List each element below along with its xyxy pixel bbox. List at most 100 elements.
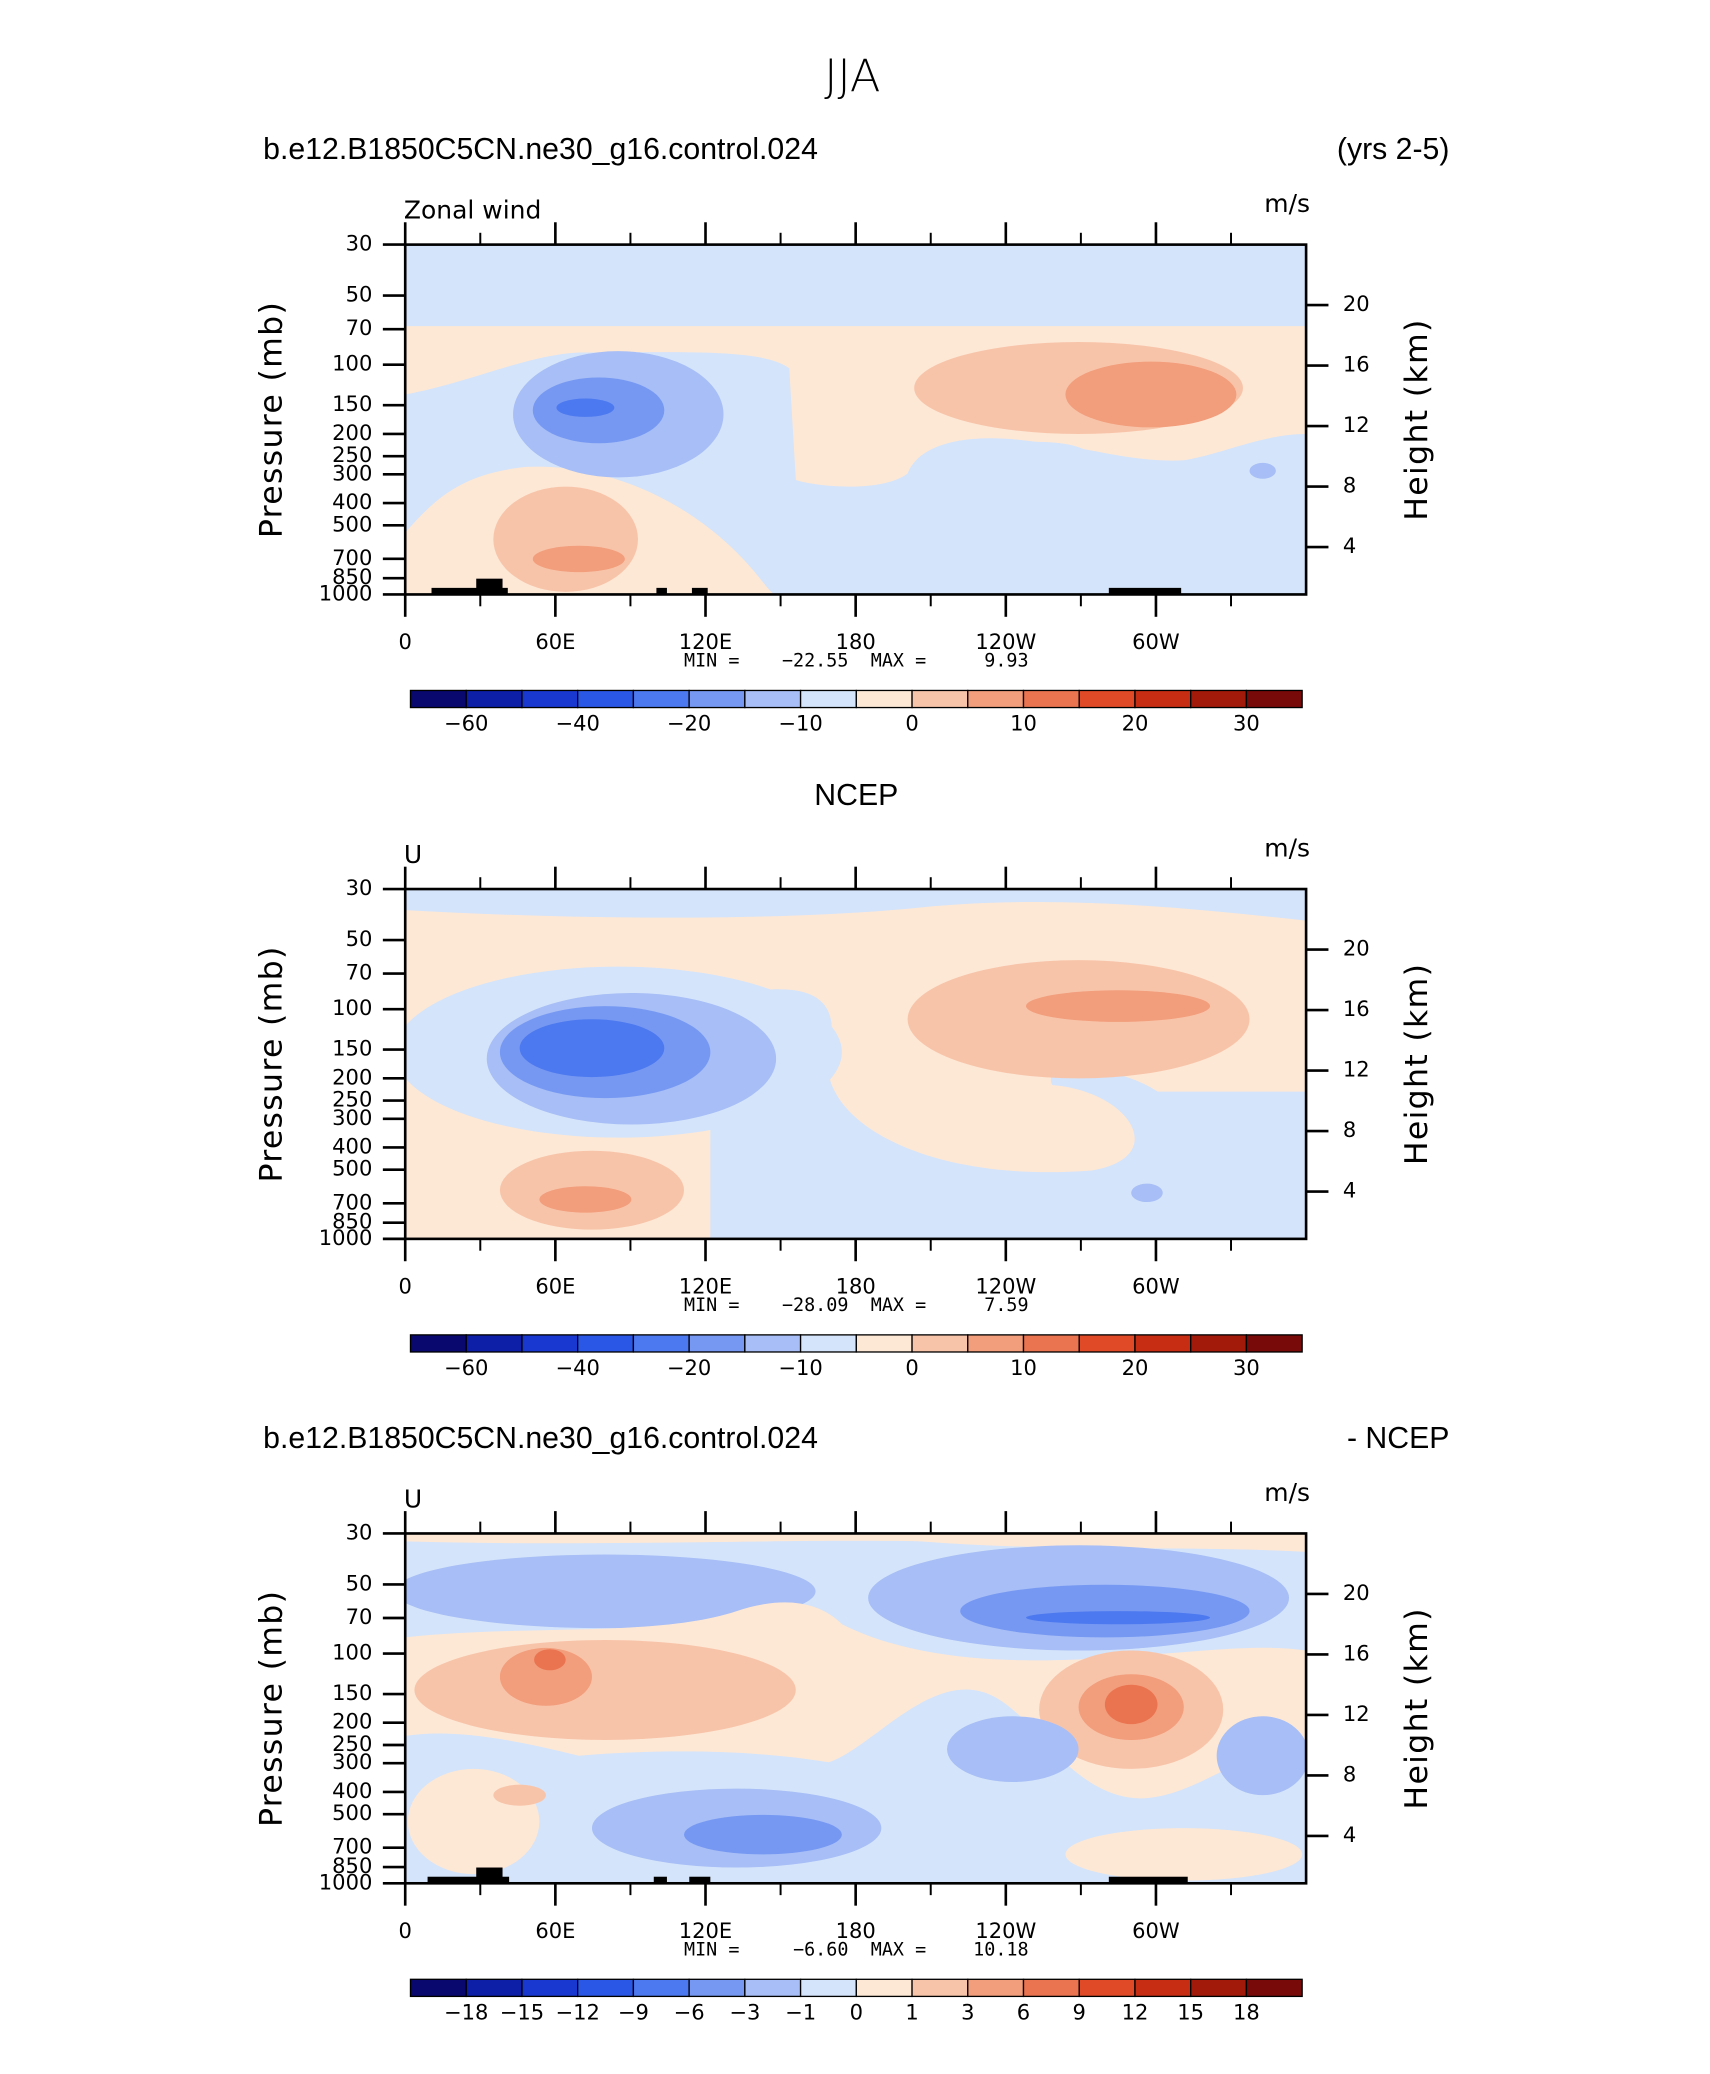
y-axis-label: Pressure (mb) <box>253 1590 289 1827</box>
colorbar-box <box>799 1978 857 1998</box>
y-tick-label: 200 <box>332 420 372 445</box>
colorbar-label: −1 <box>785 2000 816 2025</box>
colorbar-label: 3 <box>961 2000 974 2025</box>
corner-label: U <box>404 840 422 869</box>
contour-field <box>405 1533 1307 1884</box>
x-tick-label: 60W <box>1132 629 1180 654</box>
y-tick-label: 70 <box>346 960 373 985</box>
y-tick-label: 200 <box>332 1064 372 1089</box>
min-value: −6.60 <box>793 1939 848 1960</box>
x-tick-label: 120W <box>975 629 1036 654</box>
colorbar-label: −60 <box>444 1355 488 1380</box>
x-tick-label: 60W <box>1132 1918 1180 1943</box>
y-tick-label: 250 <box>332 1731 372 1756</box>
colorbar-label: −18 <box>444 2000 488 2025</box>
y-tick-label: 700 <box>332 1834 372 1859</box>
colorbar-box <box>1022 689 1080 709</box>
y2-axis-label: Height (km) <box>1399 318 1435 520</box>
y-tick-label: 500 <box>332 1800 372 1825</box>
units-label: m/s <box>1264 834 1310 863</box>
x-tick-label: 0 <box>399 1918 412 1943</box>
colorbar-label: −40 <box>555 711 599 736</box>
y-tick-label: 30 <box>346 1519 373 1544</box>
y2-tick-label: 4 <box>1343 533 1356 558</box>
y2-tick-label: 12 <box>1343 1057 1370 1082</box>
colorbar-box <box>409 689 467 709</box>
y-tick-label: 300 <box>332 1749 372 1774</box>
y-tick-label: 850 <box>332 1209 372 1234</box>
colorbar-box <box>1190 689 1248 709</box>
max-text: MAX = <box>871 1295 926 1316</box>
max-text: MAX = <box>871 1939 926 1960</box>
min-text: MIN = <box>684 651 739 672</box>
y-tick-label: 1000 <box>319 580 373 605</box>
x-tick-label: 0 <box>399 629 412 654</box>
colorbar-label: −60 <box>444 711 488 736</box>
colorbar-label: 0 <box>850 2000 863 2025</box>
y2-tick-label: 20 <box>1343 291 1370 316</box>
colorbar-label: −10 <box>778 1355 822 1380</box>
y-tick-label: 200 <box>332 1709 372 1734</box>
colorbar-box <box>855 1978 913 1998</box>
units-label: m/s <box>1264 1478 1310 1507</box>
y-tick-label: 300 <box>332 460 372 485</box>
y-tick-label: 250 <box>332 1087 372 1112</box>
y-tick-label: 100 <box>332 1640 372 1665</box>
y-tick-label: 700 <box>332 1189 372 1214</box>
colorbar-box <box>1022 1978 1080 1998</box>
y2-tick-label: 12 <box>1343 1701 1370 1726</box>
colorbar-box <box>1078 1978 1136 1998</box>
y-tick-label: 700 <box>332 545 372 570</box>
colorbar-box <box>1245 1978 1303 1998</box>
colorbar-box <box>911 1978 969 1998</box>
y-tick-label: 50 <box>346 926 373 951</box>
colorbar-box <box>967 1978 1025 1998</box>
y-tick-label: 100 <box>332 995 372 1020</box>
y-tick-label: 1000 <box>319 1225 373 1250</box>
colorbar-box <box>465 1334 523 1353</box>
y2-tick-label: 16 <box>1343 352 1370 377</box>
colorbar-label: −3 <box>729 2000 760 2025</box>
colorbar-box <box>1078 1334 1136 1353</box>
y-tick-label: 500 <box>332 511 372 536</box>
y-tick-label: 150 <box>332 1680 372 1705</box>
colorbar-box <box>799 689 857 709</box>
y-tick-label: 70 <box>346 1604 373 1629</box>
colorbar-box <box>1078 689 1136 709</box>
center-title: NCEP <box>814 779 898 812</box>
y-tick-label: 400 <box>332 1778 372 1803</box>
colorbar-box <box>688 1978 746 1998</box>
units-label: m/s <box>1264 189 1310 218</box>
page-title: JJA <box>824 49 880 102</box>
y-tick-label: 300 <box>332 1105 372 1130</box>
colorbar-box <box>465 1978 523 1998</box>
y-tick-label: 150 <box>332 391 372 416</box>
colorbar-box <box>1190 1334 1248 1353</box>
y2-tick-label: 8 <box>1343 1761 1356 1786</box>
colorbar-box <box>855 689 913 709</box>
x-tick-label: 0 <box>399 1274 412 1299</box>
colorbar-label: 20 <box>1122 1355 1149 1380</box>
y2-tick-label: 20 <box>1343 936 1370 961</box>
right-title: (yrs 2-5) <box>1337 133 1450 166</box>
y-tick-label: 400 <box>332 489 372 514</box>
y-tick-label: 250 <box>332 442 372 467</box>
colorbar-box <box>1134 1334 1192 1353</box>
x-tick-label: 60E <box>535 629 575 654</box>
colorbar-label: −6 <box>674 2000 705 2025</box>
colorbar-label: 10 <box>1010 711 1037 736</box>
y-tick-label: 30 <box>346 875 373 900</box>
y2-tick-label: 20 <box>1343 1580 1370 1605</box>
colorbar-label: −20 <box>667 711 711 736</box>
colorbar-label: −12 <box>555 2000 599 2025</box>
y2-tick-label: 12 <box>1343 412 1370 437</box>
y-tick-label: 1000 <box>319 1869 373 1894</box>
colorbar-box <box>521 1978 579 1998</box>
contour-field <box>405 244 1307 595</box>
x-tick-label: 120W <box>975 1274 1036 1299</box>
y-tick-label: 30 <box>346 231 373 256</box>
x-tick-label: 120E <box>679 629 732 654</box>
colorbar-label: 9 <box>1073 2000 1086 2025</box>
x-tick-label: 60W <box>1132 1274 1180 1299</box>
